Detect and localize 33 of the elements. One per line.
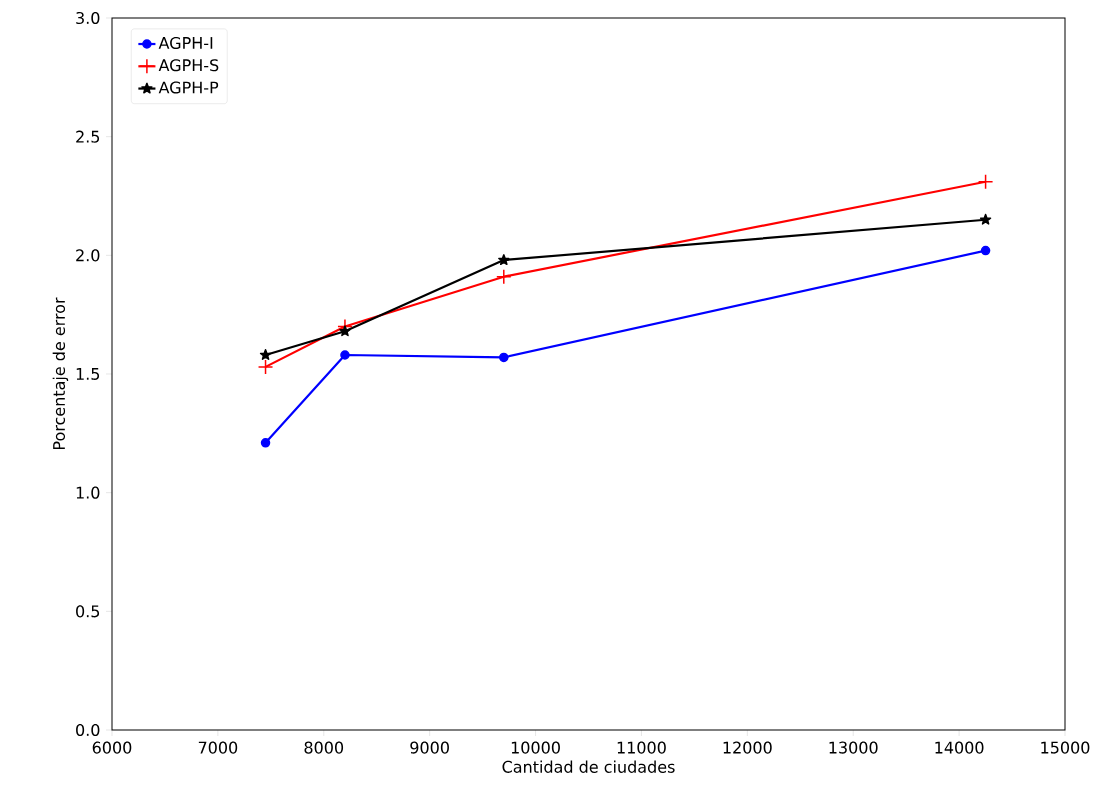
legend-label: AGPH-I — [158, 36, 213, 49]
x-tick-label: 13000 — [829, 741, 878, 754]
point — [340, 350, 350, 360]
point — [259, 349, 272, 360]
point — [496, 268, 512, 285]
legend-label: AGPH-P — [158, 81, 219, 94]
y-tick-label: 1.5 — [76, 368, 100, 380]
y-tick-label: 0.5 — [76, 605, 100, 618]
y-axis-title: Porcentaje de error — [52, 297, 69, 450]
point — [980, 245, 991, 256]
x-tick-label: 8000 — [304, 741, 344, 754]
x-axis-title: Cantidad de ciudades — [502, 760, 675, 773]
y-tick-label: 2.0 — [76, 249, 100, 262]
point — [339, 325, 351, 337]
x-tick-label: 12000 — [723, 741, 772, 754]
point — [260, 438, 271, 448]
x-tick-label: 15000 — [1041, 741, 1090, 754]
point — [979, 213, 992, 225]
y-tick-label: 1.0 — [76, 486, 100, 499]
y-tick-label: 3.0 — [76, 11, 100, 25]
y-tick-label: 0.0 — [76, 723, 100, 737]
legend-label: AGPH-S — [158, 59, 219, 72]
x-tick-label: 14000 — [935, 741, 984, 754]
x-tick-label: 6000 — [92, 741, 132, 754]
x-tick-label: 7000 — [198, 741, 238, 754]
x-tick-label: 10000 — [511, 741, 560, 754]
y-tick-label: 2.5 — [76, 130, 100, 143]
x-tick-label: 11000 — [617, 741, 666, 754]
point — [257, 359, 274, 375]
point — [977, 174, 994, 190]
point — [499, 352, 509, 363]
point — [498, 254, 510, 266]
x-tick-label: 9000 — [410, 741, 449, 754]
